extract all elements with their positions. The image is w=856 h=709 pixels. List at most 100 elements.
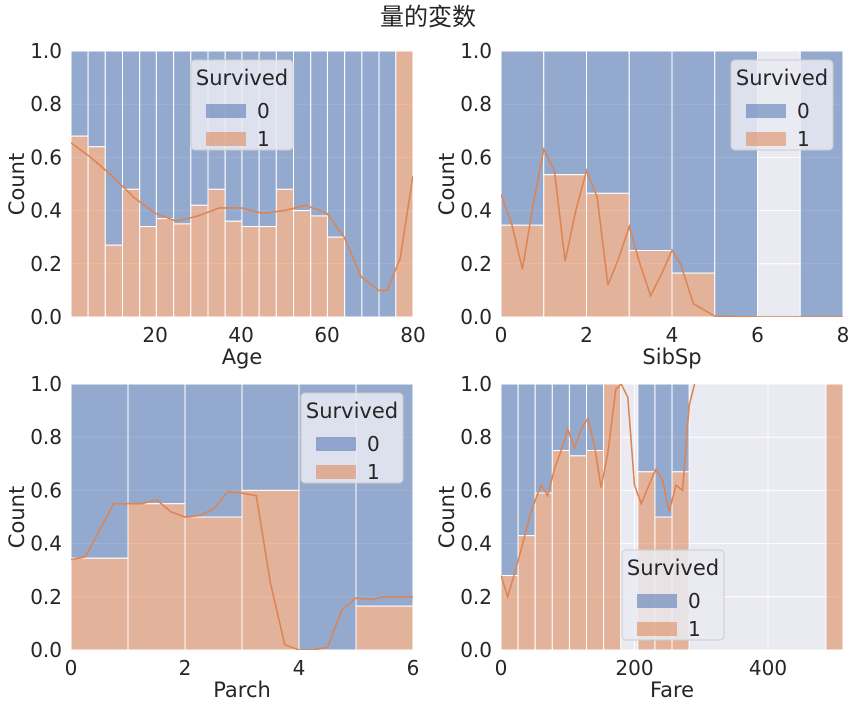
y-tick-label: 0.8	[460, 425, 492, 449]
legend-title: Survived	[627, 556, 719, 580]
bar-survived-0	[551, 383, 570, 451]
bar-survived-1	[173, 223, 192, 318]
y-tick-label: 0.0	[460, 638, 492, 662]
bar-survived-1	[70, 135, 89, 318]
bar-survived-0	[127, 383, 186, 505]
x-axis-label: SibSp	[642, 345, 701, 369]
legend-label-1: 1	[688, 617, 701, 641]
bar-survived-1	[70, 557, 129, 651]
bar-survived-0	[310, 50, 328, 217]
bar-survived-1	[586, 192, 630, 318]
bar-survived-0	[628, 50, 673, 251]
bar-survived-1	[121, 188, 141, 318]
bar-survived-0	[654, 383, 673, 518]
legend: Survived 0 1	[730, 59, 834, 151]
y-tick-label: 0.4	[30, 532, 62, 556]
x-tick-label: 20	[142, 323, 167, 347]
bar-survived-1	[139, 226, 157, 318]
bar-survived-1	[87, 146, 106, 318]
legend-label-0: 0	[797, 99, 810, 123]
y-tick-label: 0.2	[460, 585, 492, 609]
bar-survived-1	[586, 450, 605, 651]
bar-survived-1	[500, 575, 519, 651]
y-tick-label: 0.6	[460, 145, 492, 169]
legend-swatch-1	[316, 465, 356, 479]
bar-survived-1	[184, 516, 243, 651]
legend-swatch-0	[746, 104, 786, 118]
bar-survived-0	[586, 50, 630, 194]
y-tick-label: 0.8	[460, 92, 492, 116]
kde-line	[501, 384, 696, 600]
bar-survived-0	[568, 383, 588, 457]
legend-label-1: 1	[257, 127, 270, 151]
bar-survived-0	[500, 383, 519, 577]
legend: Survived 0 1	[300, 392, 404, 484]
legend-label-0: 0	[257, 99, 270, 123]
legend-swatch-0	[316, 437, 356, 451]
legend-swatch-1	[206, 132, 246, 146]
x-axis-label: Fare	[650, 678, 694, 702]
bar-survived-0	[155, 50, 175, 220]
legend-swatch-0	[637, 594, 677, 608]
subplot-age: 0.0 0.2 0.4 0.6 0.8 1.0 20 40 60 80 Age Count Surviv…	[5, 39, 426, 369]
bar-survived-0	[139, 50, 157, 228]
bar-survived-0	[104, 50, 123, 246]
x-tick-label: 6	[407, 656, 420, 680]
x-tick-label: 2	[580, 323, 593, 347]
bar-survived-1	[355, 605, 414, 651]
bar-survived-1	[104, 244, 123, 318]
x-tick-label: 0	[495, 323, 508, 347]
bar-survived-0	[517, 383, 536, 537]
kde-line	[71, 490, 413, 650]
y-axis-label: Count	[435, 153, 459, 215]
bar-survived-1	[155, 218, 175, 318]
bar-survived-1	[395, 50, 414, 318]
x-tick-label: 4	[666, 323, 679, 347]
y-tick-label: 0.0	[30, 305, 62, 329]
x-tick-label: 400	[749, 656, 787, 680]
y-tick-label: 1.0	[460, 39, 492, 63]
x-tick-label: 0	[495, 656, 508, 680]
bar-survived-0	[173, 50, 192, 225]
legend: Survived 0 1	[621, 549, 725, 641]
bar-survived-1	[568, 455, 588, 651]
bar-survived-0	[500, 50, 545, 226]
kde-line	[71, 142, 413, 292]
y-tick-label: 0.0	[460, 305, 492, 329]
bar-survived-1	[628, 250, 673, 318]
bar-survived-0	[184, 383, 243, 518]
x-tick-label: 200	[615, 656, 653, 680]
y-tick-label: 0.2	[30, 252, 62, 276]
bar-survived-1	[258, 226, 277, 318]
legend-label-0: 0	[688, 589, 701, 613]
x-tick-label: 80	[400, 323, 425, 347]
bar-survived-1	[190, 204, 209, 318]
y-tick-label: 0.8	[30, 425, 62, 449]
bar-survived-0	[293, 50, 312, 212]
bar-survived-0	[361, 50, 380, 318]
bar-survived-1	[293, 210, 312, 318]
bar-survived-1	[241, 489, 300, 651]
bar-survived-0	[671, 383, 690, 473]
x-tick-label: 0	[65, 656, 78, 680]
y-axis-label: Count	[5, 486, 29, 548]
y-axis-label: Count	[435, 486, 459, 548]
subplot-fare: 0.0 0.2 0.4 0.6 0.8 1.0 0 200 400 Fare Count Surviv…	[435, 372, 844, 702]
bar-survived-1	[310, 215, 328, 318]
bar-survived-0	[586, 383, 605, 451]
bar-survived-0	[534, 383, 553, 494]
legend-swatch-1	[637, 622, 677, 636]
legend-title: Survived	[736, 66, 828, 90]
y-tick-label: 0.8	[30, 92, 62, 116]
bar-survived-0	[241, 383, 300, 491]
bar-survived-1	[224, 220, 243, 318]
y-tick-label: 0.4	[460, 532, 492, 556]
bar-survived-1	[326, 236, 346, 318]
bar-survived-1	[500, 224, 545, 318]
bar-survived-1	[551, 450, 570, 651]
y-tick-label: 1.0	[30, 39, 62, 63]
y-tick-label: 0.6	[30, 478, 62, 502]
x-tick-label: 60	[314, 323, 339, 347]
kde-line	[501, 146, 843, 317]
y-tick-label: 0.0	[30, 638, 62, 662]
